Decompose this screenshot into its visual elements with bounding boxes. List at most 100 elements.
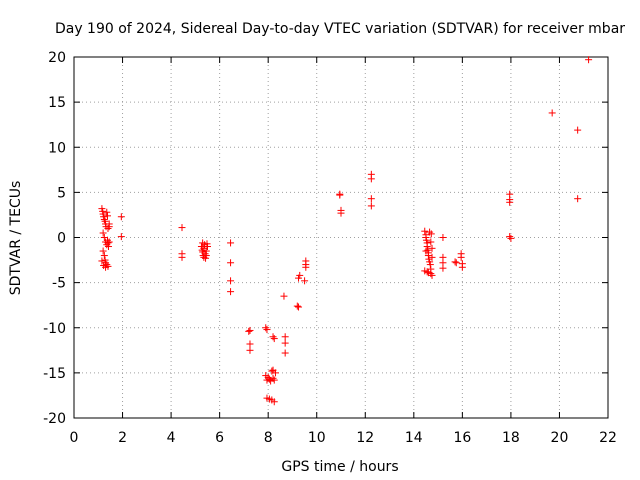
data-point-marker [117, 233, 125, 241]
data-point-marker [100, 215, 108, 223]
data-point-marker [458, 263, 466, 271]
data-point-marker [246, 346, 254, 354]
data-point-marker [337, 209, 345, 217]
data-point-marker [227, 259, 235, 267]
data-point-marker [269, 333, 277, 341]
data-point-marker [301, 277, 309, 285]
y-tick-label: -15 [43, 366, 66, 382]
data-point-marker [295, 303, 303, 311]
data-point-marker [99, 247, 107, 255]
data-point-marker [178, 253, 186, 261]
data-point-marker [506, 233, 514, 241]
data-point-marker [280, 292, 288, 300]
data-point-marker [227, 288, 235, 296]
data-point-marker [422, 247, 430, 255]
x-tick-label: 14 [405, 430, 423, 446]
data-point-marker [457, 253, 465, 261]
plot-frame [73, 56, 609, 419]
data-point-marker [428, 253, 436, 261]
x-tick-label: 12 [356, 430, 374, 446]
data-point-marker [103, 212, 111, 220]
y-tick-label: 10 [48, 140, 66, 156]
x-tick-label: 22 [599, 430, 617, 446]
data-point-marker [104, 224, 112, 232]
data-point-marker [426, 228, 434, 236]
data-point-marker [427, 238, 435, 246]
grid-lines [74, 57, 608, 418]
data-point-marker [451, 258, 459, 266]
data-point-marker [585, 56, 593, 64]
y-tick-label: -10 [43, 321, 66, 337]
data-point-marker [427, 230, 435, 238]
y-tick-label: 20 [48, 50, 66, 66]
x-tick-label: 4 [167, 430, 176, 446]
data-point-marker [281, 333, 289, 341]
data-point-marker [270, 335, 278, 343]
data-point-marker [117, 213, 125, 221]
data-point-marker [264, 373, 272, 381]
x-tick-label: 20 [551, 430, 569, 446]
y-tick-label: -5 [52, 276, 66, 292]
data-point-marker [367, 202, 375, 210]
data-point-marker [263, 326, 271, 334]
x-tick-label: 8 [264, 430, 273, 446]
y-tick-label: 5 [57, 185, 66, 201]
data-point-marker [227, 239, 235, 247]
data-point-marker [265, 375, 273, 383]
data-point-marker [367, 195, 375, 203]
data-point-marker [367, 175, 375, 183]
data-point-marker [202, 252, 210, 260]
y-tick-label: 15 [48, 95, 66, 111]
data-point-marker [105, 238, 113, 246]
x-axis-label: GPS time / hours [281, 459, 398, 475]
x-tick-label: 10 [308, 430, 326, 446]
data-point-marker [270, 398, 278, 406]
data-point-marker [439, 234, 447, 241]
data-point-marker [428, 244, 436, 252]
data-point-marker [439, 264, 447, 272]
data-point-marker [105, 223, 113, 231]
data-point-marker [262, 324, 270, 332]
data-point-marker [103, 208, 111, 216]
chart-title: Day 190 of 2024, Sidereal Day-to-day VTE… [55, 21, 625, 37]
data-point-marker [507, 234, 515, 242]
data-point-marker [270, 376, 278, 384]
data-point-marker [178, 224, 186, 232]
data-point-marker [199, 239, 207, 247]
data-point-marker [336, 191, 344, 199]
y-axis-label: SDTVAR / TECUs [8, 181, 24, 296]
data-point-marker [268, 367, 276, 375]
data-point-marker [269, 374, 277, 382]
data-point-marker [246, 326, 254, 334]
data-point-marker [423, 243, 431, 251]
data-point-marker [204, 243, 211, 251]
x-tick-label: 2 [118, 430, 127, 446]
data-point-marker [423, 268, 431, 276]
data-point-marker [428, 271, 436, 279]
data-point-marker [281, 339, 289, 347]
data-point-marker [421, 227, 429, 235]
x-tick-label: 0 [70, 430, 79, 446]
data-point-marker [100, 252, 108, 260]
x-axis-tick-labels: 0 2 4 6 8 10 12 14 16 18 20 22 [70, 430, 617, 446]
data-points [98, 56, 593, 406]
x-tick-label: 6 [215, 430, 224, 446]
x-tick-label: 16 [453, 430, 471, 446]
data-point-marker [102, 263, 110, 271]
data-point-marker [227, 277, 235, 285]
data-point-marker [271, 369, 279, 377]
x-tick-label: 18 [502, 430, 520, 446]
y-axis-tick-labels: -20 -15 -10 -5 0 5 10 15 20 [43, 50, 66, 427]
data-point-marker [548, 109, 556, 117]
data-point-marker [452, 259, 460, 267]
data-point-marker [104, 243, 112, 251]
y-tick-label: -20 [43, 411, 66, 427]
data-point-marker [245, 327, 253, 335]
data-point-marker [99, 229, 107, 237]
data-point-marker [574, 195, 582, 203]
data-point-marker [427, 265, 435, 273]
data-point-marker [98, 257, 106, 265]
data-point-marker [281, 349, 289, 357]
